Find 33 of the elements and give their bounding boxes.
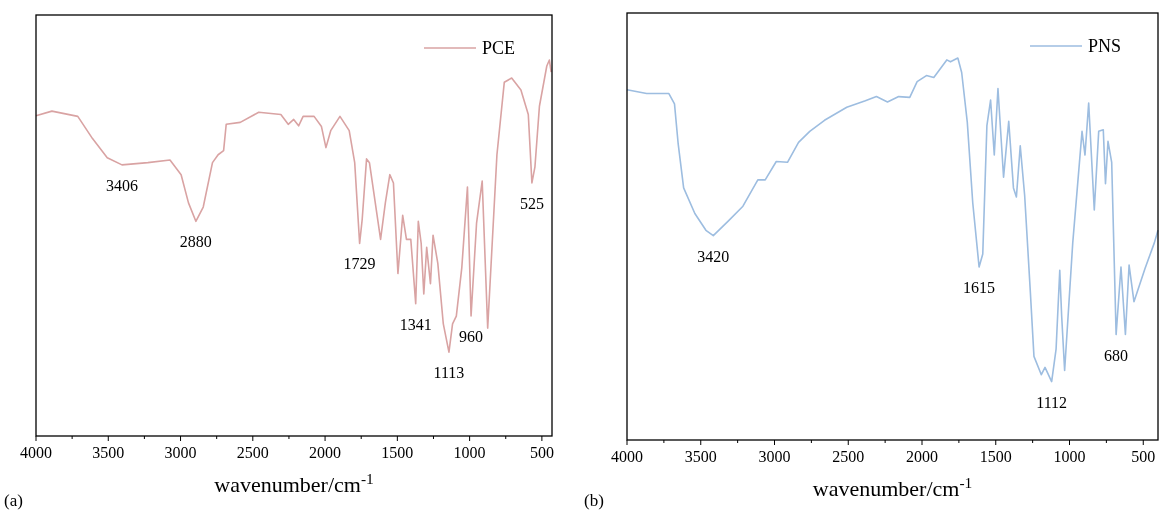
annotation: 680 — [1104, 346, 1129, 364]
x-tick-label: 4000 — [611, 448, 643, 465]
x-tick-label: 1000 — [1053, 448, 1086, 465]
x-tick-label: 3500 — [684, 448, 717, 465]
x-axis-title: wavenumber/cm$^{-1}$ — [214, 469, 374, 497]
x-tick-label: 2500 — [236, 444, 269, 461]
x-tick-label: 2000 — [906, 448, 938, 465]
x-tick-label: 3000 — [758, 448, 791, 465]
legend-label: PCE — [482, 38, 516, 58]
x-tick-label: 1000 — [453, 444, 486, 461]
annotation: 3420 — [697, 247, 730, 265]
x-tick-label: 1500 — [979, 448, 1012, 465]
annotation: 3406 — [106, 176, 138, 194]
x-tick-label: 2000 — [309, 444, 342, 461]
legend-label: PNS — [1088, 36, 1122, 56]
text: (a) — [4, 491, 23, 510]
text: (b) — [584, 491, 604, 510]
annotation: 1615 — [963, 278, 996, 296]
x-tick-label: 500 — [1131, 448, 1156, 465]
annotation: 1112 — [1036, 393, 1068, 411]
annotation: 2880 — [179, 233, 212, 251]
x-tick-label: 2500 — [832, 448, 865, 465]
annotation: 525 — [519, 194, 544, 212]
x-axis-title: wavenumber/cm$^{-1}$ — [812, 473, 973, 501]
annotation: 960 — [459, 328, 484, 346]
x-tick-label: 3000 — [164, 444, 197, 461]
x-tick-label: 4000 — [20, 444, 52, 461]
annotation: 1729 — [343, 255, 376, 273]
x-tick-label: 500 — [529, 444, 554, 461]
annotation: 1113 — [433, 364, 465, 382]
annotation: 1341 — [399, 315, 432, 333]
x-tick-label: 3500 — [92, 444, 125, 461]
x-tick-label: 1500 — [381, 444, 414, 461]
